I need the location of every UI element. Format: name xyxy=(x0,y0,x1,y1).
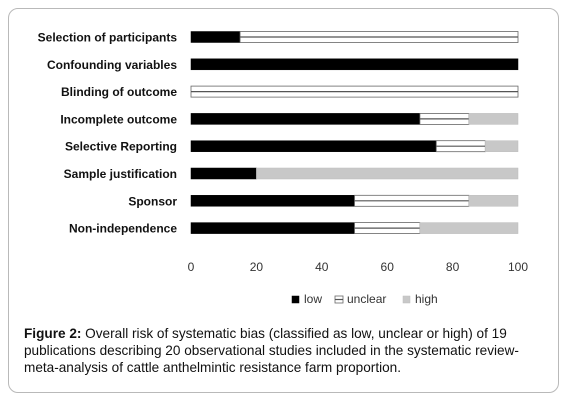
bar-high-7 xyxy=(419,222,519,234)
legend-swatch-unclear xyxy=(334,295,344,304)
bar-high-6 xyxy=(468,195,519,207)
bar-low-5 xyxy=(190,167,257,180)
bar-unclear-3 xyxy=(419,113,470,125)
category-label-6: Sponsor xyxy=(128,194,177,208)
bar-low-7 xyxy=(190,222,355,234)
x-axis-ticks: 0 20 40 60 80 100 xyxy=(188,260,529,274)
category-label-4: Selective Reporting xyxy=(65,140,177,154)
x-tick-label-3: 60 xyxy=(381,260,395,274)
caption-text: Overall risk of systematic bias (classif… xyxy=(24,326,519,375)
x-tick-label-2: 40 xyxy=(315,260,329,274)
x-tick-label-0: 0 xyxy=(188,260,195,274)
category-label-5: Sample justification xyxy=(64,167,177,181)
category-label-3: Incomplete outcome xyxy=(60,112,177,126)
category-label-0: Selection of participants xyxy=(38,31,178,45)
legend-swatch-low xyxy=(291,295,300,304)
bar-group xyxy=(190,31,519,235)
category-label-7: Non-independence xyxy=(69,222,177,236)
category-label-2: Blinding of outcome xyxy=(61,85,177,99)
caption-label: Figure 2: xyxy=(24,326,82,341)
bar-low-3 xyxy=(190,113,421,125)
x-tick-label-4: 80 xyxy=(446,260,460,274)
bar-low-0 xyxy=(190,31,241,43)
bar-unclear-6 xyxy=(354,194,470,207)
category-labels: Selection of participants Confounding var… xyxy=(38,31,178,236)
figure-caption: Figure 2: Overall risk of systematic bia… xyxy=(24,325,544,376)
bar-unclear-7 xyxy=(354,222,421,235)
bar-unclear-4 xyxy=(435,140,486,153)
legend-label-low: low xyxy=(304,292,322,306)
risk-of-bias-chart: Selection of participants Confounding var… xyxy=(38,31,529,307)
bar-unclear-2 xyxy=(190,85,519,98)
x-tick-label-5: 100 xyxy=(508,260,528,274)
bar-low-4 xyxy=(190,140,437,152)
bar-high-5 xyxy=(256,167,519,180)
legend-swatch-high xyxy=(402,295,411,304)
legend: low unclear high xyxy=(291,292,438,306)
bar-high-4 xyxy=(485,140,519,152)
bar-low-6 xyxy=(190,195,355,207)
bar-high-3 xyxy=(468,113,519,125)
category-label-1: Confounding variables xyxy=(47,58,177,72)
legend-label-unclear: unclear xyxy=(347,292,386,306)
legend-label-high: high xyxy=(415,292,438,306)
bar-low-1 xyxy=(190,58,519,71)
bar-unclear-0 xyxy=(239,31,519,43)
x-tick-label-1: 20 xyxy=(250,260,264,274)
